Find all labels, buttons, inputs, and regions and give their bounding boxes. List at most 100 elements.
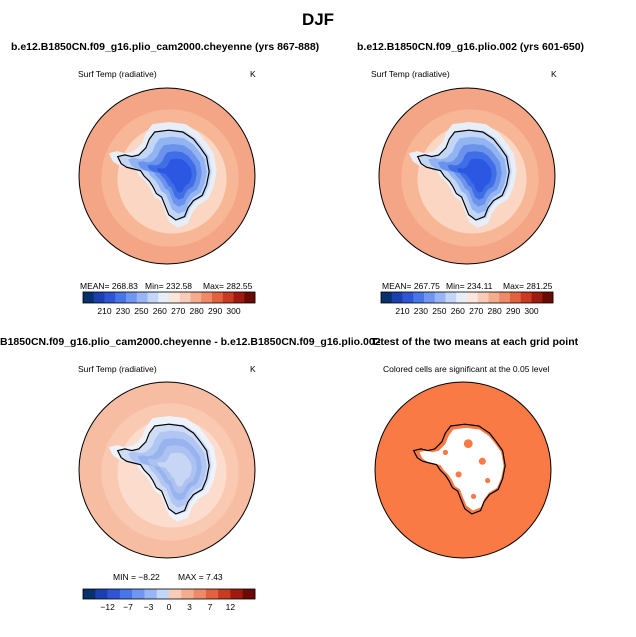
colorbar-cell xyxy=(542,292,554,303)
panel-2-variable: Surf Temp (radiative) xyxy=(371,69,450,79)
colorbar-cell xyxy=(126,292,138,303)
colorbar-cell xyxy=(144,589,158,599)
panel-1-max: Max= 282.55 xyxy=(203,281,253,291)
panel-3-units: K xyxy=(250,364,256,374)
panel-1-variable: Surf Temp (radiative) xyxy=(78,69,157,79)
colorbar-tick-label: 230 xyxy=(116,306,130,316)
colorbar-tick-label: 230 xyxy=(414,306,428,316)
panel-2-mean: MEAN= 267.75 xyxy=(382,281,440,291)
colorbar-cell xyxy=(156,589,170,599)
panel-2-units: K xyxy=(551,69,557,79)
colorbar-cell xyxy=(136,292,148,303)
panel-3-title: B1850CN.f09_g16.plio_cam2000.cheyenne - … xyxy=(0,336,381,348)
colorbar-tick-label: 12 xyxy=(226,602,236,612)
colorbar-tick-label: −7 xyxy=(123,602,133,612)
panel-3-colorbar: −12 −7 −3 0 3 7 12 xyxy=(82,588,256,612)
coastline xyxy=(116,129,210,221)
colorbar-cell xyxy=(190,292,202,303)
colorbar-cell xyxy=(132,589,145,599)
colorbar-tick-label: 300 xyxy=(226,306,240,316)
colorbar-cell xyxy=(169,589,182,599)
colorbar-tick-label: 7 xyxy=(208,602,213,612)
colorbar-cell xyxy=(510,292,522,303)
panel-2-title: b.e12.B1850CN.f09_g16.plio.002 (yrs 601-… xyxy=(357,41,585,53)
colorbar-tick-label: 300 xyxy=(524,306,538,316)
colorbar-cell xyxy=(424,292,436,303)
colorbar-tick-label: 210 xyxy=(97,306,111,316)
panel-2-map xyxy=(378,87,556,265)
colorbar-cell xyxy=(95,589,108,599)
panel-4-subtitle: Colored cells are significant at the 0.0… xyxy=(383,364,550,374)
colorbar-cell xyxy=(233,292,245,303)
panel-1-title: b.e12.B1850CN.f09_g16.plio_cam2000.cheye… xyxy=(11,41,320,53)
colorbar-cell xyxy=(402,292,414,303)
colorbar-tick-label: 290 xyxy=(208,306,222,316)
map-border xyxy=(378,87,556,265)
panel-1-colorbar: 210 230 250 260 270 280 290 300 xyxy=(82,291,256,316)
colorbar-cell xyxy=(212,292,224,303)
panel-4-title: T-test of the two means at each grid poi… xyxy=(371,336,579,348)
colorbar-cell xyxy=(83,589,96,599)
colorbar-cell xyxy=(434,292,446,303)
colorbar-cell xyxy=(107,589,121,599)
colorbar-cell xyxy=(218,589,231,599)
panel-3-min: MIN = −8.22 xyxy=(113,572,160,582)
colorbar-cell xyxy=(222,292,234,303)
colorbar-cell xyxy=(205,589,219,599)
colorbar-tick-label: 260 xyxy=(153,306,167,316)
temperature-contour xyxy=(157,452,192,487)
colorbar-tick-label: −3 xyxy=(144,602,154,612)
colorbar-cell xyxy=(181,589,194,599)
temperature-contour xyxy=(457,158,492,193)
colorbar-cell xyxy=(193,589,207,599)
colorbar-tick-label: −12 xyxy=(100,602,115,612)
coastline xyxy=(116,423,210,515)
significant-cell xyxy=(442,449,449,456)
coastline xyxy=(412,423,506,515)
coastline xyxy=(416,129,510,221)
significant-cell xyxy=(455,471,462,478)
significant-cell xyxy=(485,477,491,484)
colorbar-tick-label: 3 xyxy=(187,602,192,612)
colorbar-cell xyxy=(104,292,116,303)
map-border xyxy=(374,381,552,559)
colorbar-cell xyxy=(147,292,159,303)
colorbar-cell xyxy=(499,292,511,303)
colorbar-cell xyxy=(477,292,489,303)
colorbar-cell xyxy=(456,292,468,303)
colorbar-tick-label: 210 xyxy=(395,306,409,316)
panel-3-max: MAX = 7.43 xyxy=(178,572,223,582)
colorbar-cell xyxy=(119,589,133,599)
colorbar-cell xyxy=(169,292,181,303)
temperature-contour xyxy=(157,158,192,193)
colorbar-tick-label: 280 xyxy=(190,306,204,316)
map-border xyxy=(78,381,256,559)
panel-1-mean: MEAN= 268.83 xyxy=(80,281,138,291)
colorbar-tick-label: 280 xyxy=(488,306,502,316)
map-border xyxy=(78,87,256,265)
panel-2-min: Min= 234.11 xyxy=(446,281,493,291)
colorbar-frame xyxy=(380,291,554,304)
colorbar-cell xyxy=(381,292,393,303)
colorbar-cell xyxy=(242,589,256,599)
significant-cell xyxy=(470,493,477,500)
colorbar-cell xyxy=(93,292,105,303)
colorbar-cell xyxy=(391,292,403,303)
colorbar-tick-label: 290 xyxy=(506,306,520,316)
colorbar-cell xyxy=(244,292,256,303)
colorbar-cell xyxy=(230,589,244,599)
colorbar-cell xyxy=(445,292,457,303)
significant-cell xyxy=(463,439,473,448)
colorbar-tick-label: 250 xyxy=(432,306,446,316)
colorbar-cell xyxy=(467,292,479,303)
panel-1-units: K xyxy=(250,69,256,79)
colorbar-cell xyxy=(413,292,425,303)
colorbar-tick-label: 0 xyxy=(167,602,172,612)
colorbar-cell xyxy=(520,292,532,303)
colorbar-cell xyxy=(201,292,213,303)
colorbar-tick-label: 270 xyxy=(171,306,185,316)
panel-2-max: Max= 281.25 xyxy=(503,281,553,291)
colorbar-cell xyxy=(179,292,191,303)
colorbar-cell xyxy=(115,292,127,303)
